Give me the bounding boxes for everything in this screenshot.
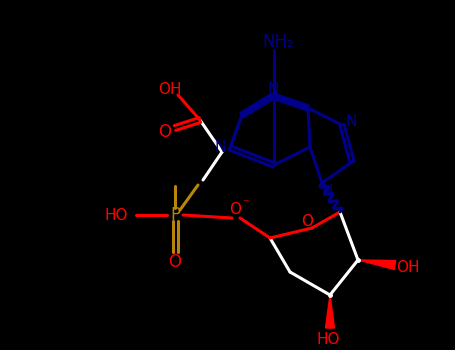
Text: N: N xyxy=(214,140,226,155)
Text: HO: HO xyxy=(104,208,128,223)
Text: O: O xyxy=(301,214,313,229)
Text: O: O xyxy=(158,123,172,141)
Text: N: N xyxy=(345,113,357,128)
Text: N: N xyxy=(321,183,333,198)
Text: N: N xyxy=(268,82,278,97)
Polygon shape xyxy=(358,260,395,270)
Text: O: O xyxy=(229,203,241,217)
Text: NH₂: NH₂ xyxy=(262,33,294,51)
Polygon shape xyxy=(325,295,334,328)
Text: HO: HO xyxy=(316,331,340,346)
Text: OH: OH xyxy=(158,83,182,98)
Text: OH: OH xyxy=(396,260,420,275)
Text: ⁻: ⁻ xyxy=(242,197,248,210)
Text: O: O xyxy=(168,253,182,271)
Text: P: P xyxy=(170,206,180,224)
